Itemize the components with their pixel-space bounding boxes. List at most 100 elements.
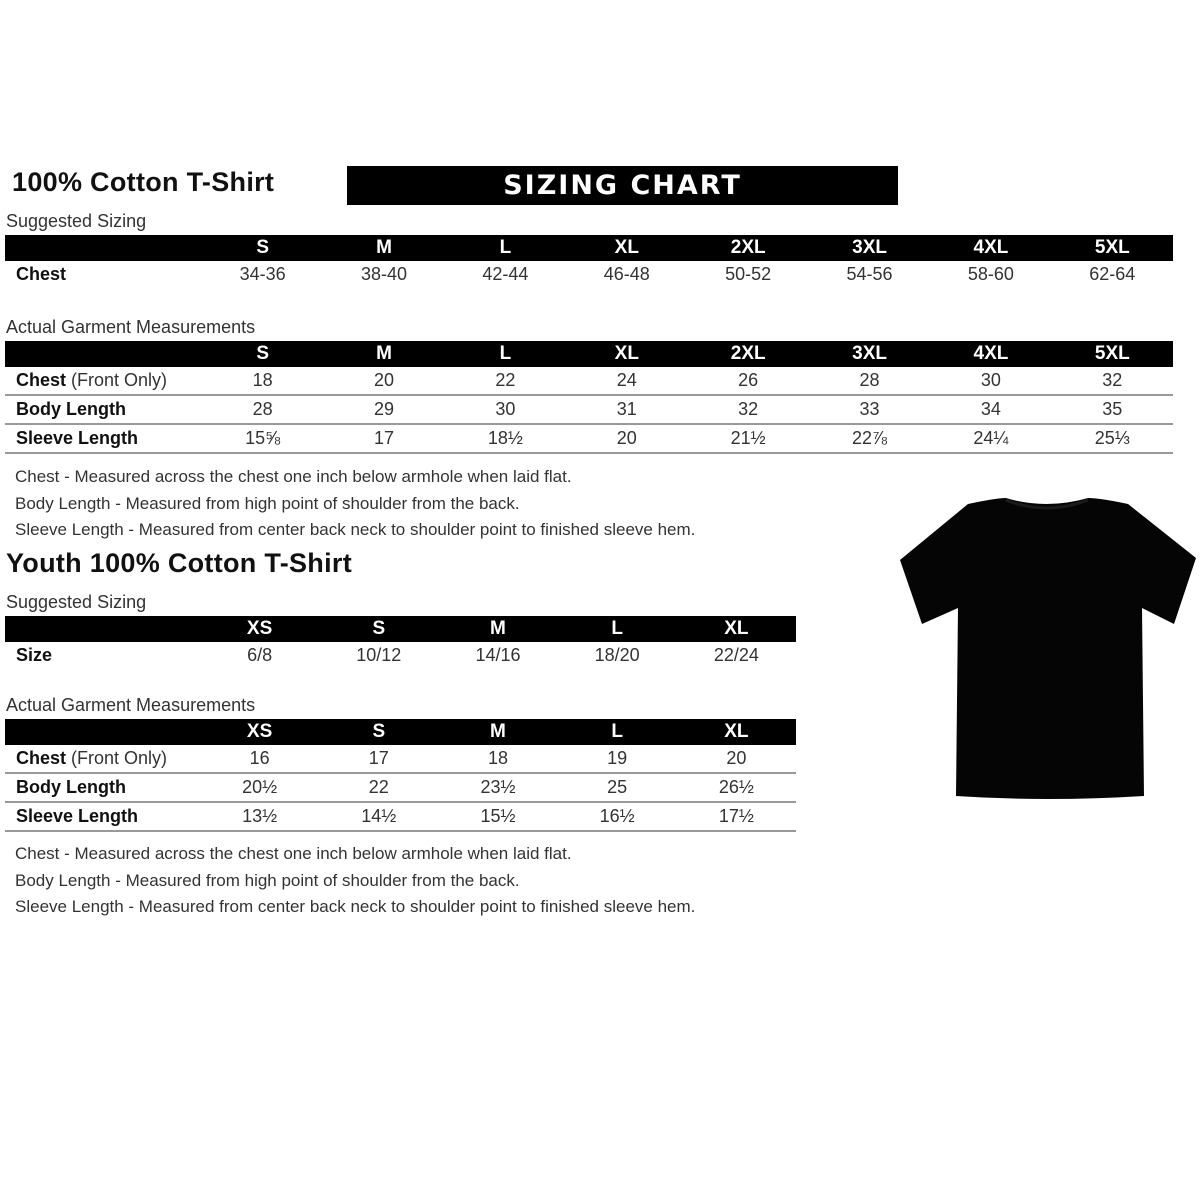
table-cell: 16 <box>249 748 270 768</box>
table-cell: 19 <box>607 748 628 768</box>
table-cell: 24¼ <box>973 428 1009 448</box>
size-header-row: XS S M L XL <box>5 616 796 642</box>
adult-actual-table: S M L XL 2XL 3XL 4XL 5XL Chest (Front Only) 18 20 2… <box>5 341 1173 454</box>
table-cell: 46-48 <box>603 264 650 284</box>
table-row: Body Length 28 29 30 31 32 33 34 35 <box>5 396 1173 425</box>
table-cell: 15⅝ <box>245 428 281 448</box>
table-cell: 26 <box>738 370 759 390</box>
size-header-5xl: 5XL <box>1094 343 1130 364</box>
row-label: Chest (Front Only) <box>5 748 200 769</box>
size-header-row: XS S M L XL <box>5 719 796 745</box>
row-label-text: Sleeve Length <box>16 428 139 448</box>
size-header-xl: XL <box>614 237 639 258</box>
size-header-s: S <box>372 721 386 742</box>
youth-suggested-label: Suggested Sizing <box>6 592 147 612</box>
table-cell: 25⅓ <box>1094 428 1130 448</box>
table-cell: 42-44 <box>482 264 529 284</box>
table-cell: 17½ <box>718 806 754 826</box>
adult-suggested-label: Suggested Sizing <box>6 211 147 231</box>
table-cell: 31 <box>616 399 637 419</box>
table-cell: 32 <box>1102 370 1123 390</box>
row-label-note: (Front Only) <box>71 748 168 768</box>
table-cell: 22 <box>368 777 389 797</box>
youth-suggested-table: XS S M L XL Size 6/8 10/12 14/16 18/20 22/24 <box>5 616 796 669</box>
table-cell: 28 <box>252 399 273 419</box>
row-label-text: Size <box>16 645 53 665</box>
size-header-xs: XS <box>246 618 273 639</box>
table-cell: 23½ <box>480 777 516 797</box>
table-cell: 24 <box>616 370 637 390</box>
size-header-row: S M L XL 2XL 3XL 4XL 5XL <box>5 341 1173 367</box>
row-label: Sleeve Length <box>5 428 202 449</box>
table-cell: 17 <box>368 748 389 768</box>
adult-notes: Chest - Measured across the chest one in… <box>15 464 695 544</box>
table-row: Body Length 20½ 22 23½ 25 26½ <box>5 774 796 803</box>
table-cell: 28 <box>859 370 880 390</box>
table-cell: 29 <box>374 399 395 419</box>
row-label: Chest (Front Only) <box>5 370 202 391</box>
note-body-length: Body Length - Measured from high point o… <box>15 870 520 890</box>
size-header-l: L <box>611 618 623 639</box>
table-cell: 58-60 <box>967 264 1014 284</box>
size-header-2xl: 2XL <box>730 237 766 258</box>
adult-suggested-table: S M L XL 2XL 3XL 4XL 5XL Chest 34-36 38-40 42-44 46-… <box>5 235 1173 288</box>
youth-notes: Chest - Measured across the chest one in… <box>15 841 695 921</box>
row-label-text: Body Length <box>16 777 126 797</box>
table-cell: 50-52 <box>725 264 772 284</box>
size-header-s: S <box>372 618 386 639</box>
table-cell: 34-36 <box>239 264 286 284</box>
size-header-3xl: 3XL <box>852 237 887 258</box>
table-cell: 30 <box>980 370 1001 390</box>
row-label-text: Body Length <box>16 399 126 419</box>
size-header-xs: XS <box>246 721 273 742</box>
table-cell: 14/16 <box>475 645 521 665</box>
row-label: Body Length <box>5 777 200 798</box>
size-header-m: M <box>376 237 392 258</box>
table-cell: 20 <box>374 370 395 390</box>
size-header-m: M <box>376 343 392 364</box>
note-sleeve-length: Sleeve Length - Measured from center bac… <box>15 520 696 539</box>
row-label-text: Chest <box>16 748 67 768</box>
youth-actual-label: Actual Garment Measurements <box>6 695 256 715</box>
row-label: Body Length <box>5 399 202 420</box>
table-cell: 18/20 <box>594 645 640 665</box>
table-cell: 32 <box>738 399 759 419</box>
size-header-xl: XL <box>724 721 749 742</box>
table-cell: 22⅞ <box>852 428 888 448</box>
size-header-2xl: 2XL <box>730 343 766 364</box>
table-cell: 34 <box>980 399 1001 419</box>
size-header-l: L <box>499 343 512 364</box>
table-cell: 62-64 <box>1089 264 1136 284</box>
note-body-length: Body Length - Measured from high point o… <box>15 493 520 513</box>
size-header-m: M <box>490 618 506 639</box>
row-label-note: (Front Only) <box>71 370 168 390</box>
size-header-3xl: 3XL <box>852 343 887 364</box>
table-cell: 16½ <box>599 806 635 826</box>
size-header-5xl: 5XL <box>1094 237 1130 258</box>
table-cell: 18 <box>487 748 508 768</box>
table-row: Sleeve Length 15⅝ 17 18½ 20 21½ 22⅞ 24¼ 25⅓ <box>5 425 1173 454</box>
adult-title: 100% Cotton T-Shirt <box>12 167 275 197</box>
table-cell: 6/8 <box>247 645 273 665</box>
table-cell: 25 <box>607 777 628 797</box>
table-row: Size 6/8 10/12 14/16 18/20 22/24 <box>5 642 796 669</box>
note-sleeve-length: Sleeve Length - Measured from center bac… <box>15 897 696 916</box>
table-cell: 17 <box>374 428 395 448</box>
table-row: Chest (Front Only) 18 20 22 24 26 28 30 32 <box>5 367 1173 396</box>
row-label: Chest <box>5 264 202 285</box>
table-cell: 21½ <box>730 428 766 448</box>
row-label-text: Chest <box>16 370 67 390</box>
tshirt-image <box>900 498 1196 799</box>
youth-title: Youth 100% Cotton T-Shirt <box>6 548 352 578</box>
table-cell: 14½ <box>361 806 397 826</box>
row-label: Size <box>5 645 200 666</box>
table-cell: 20 <box>616 428 637 448</box>
table-cell: 15½ <box>480 806 516 826</box>
note-chest: Chest - Measured across the chest one in… <box>15 844 572 863</box>
table-cell: 33 <box>859 399 880 419</box>
sizing-chart-banner: SIZING CHART <box>347 166 898 205</box>
size-header-s: S <box>256 237 270 258</box>
size-header-4xl: 4XL <box>973 343 1009 364</box>
note-chest: Chest - Measured across the chest one in… <box>15 467 572 486</box>
